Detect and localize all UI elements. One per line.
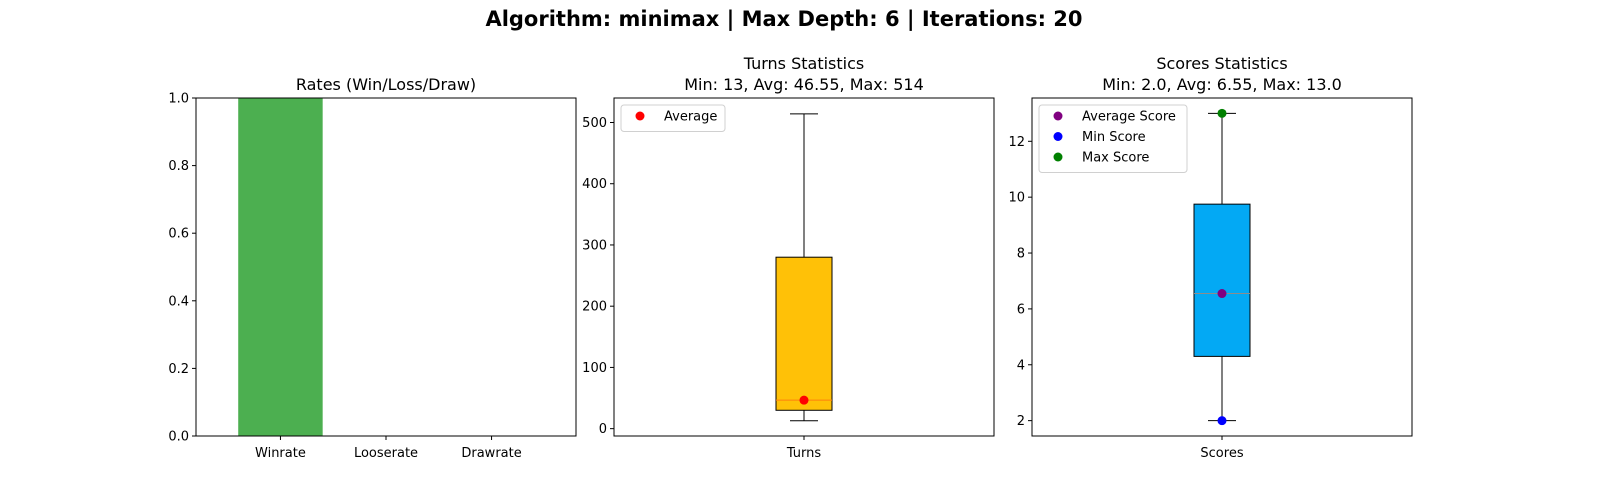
legend-label: Average [664,110,717,125]
turns-title: Turns Statistics [743,54,864,73]
scores-panel: Scores Statistics Min: 2.0, Avg: 6.55, M… [1008,54,1413,461]
plot-frame [195,97,577,437]
y-tick-label: 0.8 [168,159,189,174]
legend-swatch [635,111,645,121]
legend-label: Max Score [1082,151,1149,166]
y-tick-label: 10 [1008,191,1025,206]
marker-max-score [1217,108,1227,118]
y-tick-label: 0.6 [168,227,189,242]
y-tick-label: 6 [1017,302,1025,317]
y-tick-label: 4 [1017,358,1025,373]
y-tick-label: 500 [582,116,607,131]
x-tick-label: Winrate [255,446,306,461]
y-tick-label: 200 [582,300,607,315]
legend-swatch [1053,111,1063,121]
y-tick-label: 1.0 [168,92,189,107]
x-tick-label: Scores [1200,446,1243,461]
figure-suptitle: Algorithm: minimax | Max Depth: 6 | Iter… [485,7,1082,32]
x-tick-label: Looserate [354,446,418,461]
legend-swatch [1053,132,1063,141]
marker-min-score [1217,416,1227,426]
box-body [1193,203,1251,357]
box-body [775,256,833,411]
y-tick-label: 100 [582,361,607,376]
legend-frame [1038,104,1188,173]
x-tick-label: Drawrate [461,446,521,461]
plot-frame [1031,97,1413,437]
bar-winrate [238,98,323,436]
scores-subtitle: Min: 2.0, Avg: 6.55, Max: 13.0 [1102,75,1342,94]
rates-title: Rates (Win/Loss/Draw) [296,75,476,94]
legend-frame [620,104,726,132]
y-tick-label: 0.4 [168,294,189,309]
y-tick-label: 12 [1008,135,1025,150]
x-tick-label: Turns [786,446,822,461]
y-tick-label: 0 [599,422,607,437]
y-tick-label: 0.2 [168,362,189,377]
y-tick-label: 2 [1017,414,1025,429]
marker-average [799,395,809,405]
y-tick-label: 400 [582,177,607,192]
legend-label: Min Score [1082,130,1146,145]
turns-subtitle: Min: 13, Avg: 46.55, Max: 514 [684,75,924,94]
legend-swatch [1053,152,1063,162]
y-tick-label: 300 [582,238,607,253]
y-tick-label: 0.0 [168,430,189,445]
plot-frame [613,97,995,437]
turns-panel: Turns Statistics Min: 13, Avg: 46.55, Ma… [582,54,995,461]
rates-panel: Rates (Win/Loss/Draw) 0.0 0.2 0.4 0.6 0.8 1.0… [168,75,577,461]
y-tick-label: 8 [1017,247,1025,262]
legend: Average Score Min Score Max Score [1038,104,1188,173]
scores-title: Scores Statistics [1156,54,1287,73]
marker-average-score [1217,289,1227,299]
legend-label: Average Score [1082,110,1176,125]
legend: Average [620,104,726,132]
